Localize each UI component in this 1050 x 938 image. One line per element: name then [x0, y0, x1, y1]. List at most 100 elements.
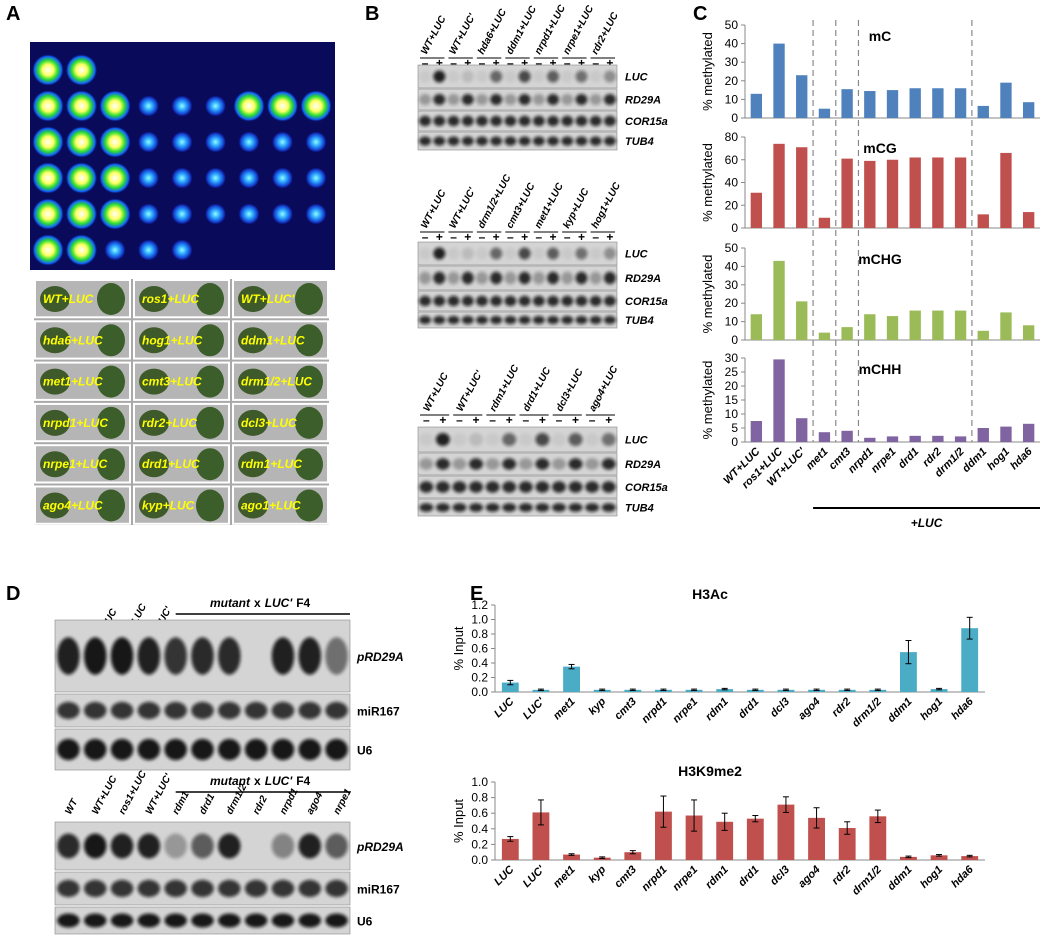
- y-tick-label: 0: [731, 333, 738, 347]
- blot-band: [551, 503, 566, 512]
- blot-band: [490, 247, 503, 260]
- leaf: [139, 451, 169, 478]
- x-tick-label: ago4: [796, 696, 823, 723]
- x-tick-label: hog1: [985, 446, 1012, 473]
- blot-band: [298, 913, 322, 928]
- leaf: [238, 451, 268, 478]
- treatment-sign: +: [578, 230, 585, 244]
- bar: [886, 436, 899, 442]
- leaf: [238, 286, 268, 312]
- blot-band: [191, 833, 214, 859]
- treatment-sign: –: [450, 56, 457, 70]
- blot-band: [518, 433, 533, 446]
- treatment-sign: –: [450, 230, 457, 244]
- group-label-part: LUC': [265, 774, 294, 788]
- blot-band: [191, 637, 214, 675]
- blot-band: [547, 295, 560, 307]
- x-tick-label: met1: [804, 446, 831, 473]
- y-tick-label: 0.6: [471, 642, 488, 656]
- y-tick-label: 80: [725, 130, 739, 144]
- luminescence-spot: [65, 126, 98, 158]
- luminescence-spot: [171, 95, 193, 117]
- y-tick-label: 0.4: [471, 822, 488, 836]
- blot-band: [433, 295, 446, 307]
- lane-header: rdr2+LUC: [590, 10, 622, 56]
- lane-header: hda6+LUC: [476, 7, 509, 57]
- blot-band: [589, 295, 602, 307]
- blot-band: [110, 637, 134, 675]
- lane-header: WT+LUC: [422, 371, 452, 414]
- leaf: [238, 492, 268, 519]
- blot-band: [433, 315, 446, 325]
- bar: [864, 91, 876, 118]
- blot-band: [137, 913, 161, 928]
- luminescence-spot: [99, 126, 131, 158]
- bar: [886, 159, 899, 228]
- luminescence-spot: [271, 203, 294, 225]
- blot-band: [490, 315, 503, 325]
- blot-band: [419, 247, 432, 260]
- blot-band: [532, 70, 545, 83]
- bar: [796, 301, 808, 340]
- blot-band: [601, 458, 616, 470]
- blot-row-label: COR15a: [625, 116, 668, 128]
- blot-row-label: COR15a: [625, 296, 668, 308]
- blot-band: [244, 913, 268, 928]
- blot-band: [585, 458, 600, 470]
- blot-band: [485, 503, 500, 512]
- subplot-title: H3K9me2: [678, 763, 742, 779]
- x-tick-label: kyp: [586, 863, 608, 885]
- leaf: [196, 324, 224, 357]
- y-tick-label: 0.8: [471, 791, 488, 805]
- leaf: [97, 489, 125, 522]
- leaf: [40, 492, 70, 519]
- bar: [930, 855, 948, 860]
- blot-band: [547, 94, 560, 105]
- treatment-sign: –: [489, 413, 496, 427]
- bar: [954, 157, 967, 228]
- blot-band: [57, 833, 80, 859]
- y-axis-label: % methylated: [700, 361, 715, 440]
- blot-band: [518, 247, 531, 260]
- bar: [932, 310, 944, 340]
- luminescence-spot: [32, 90, 64, 122]
- blot-band: [504, 247, 517, 260]
- blot-band: [603, 247, 616, 260]
- blot-band: [271, 637, 295, 675]
- blot-band: [447, 94, 460, 105]
- blot-band: [490, 295, 503, 307]
- blot-band: [325, 701, 348, 720]
- blot-band: [518, 503, 533, 512]
- blot-band: [469, 503, 484, 512]
- blot-band: [485, 433, 500, 446]
- x-tick-label: rdm1: [703, 696, 731, 724]
- bar: [864, 437, 876, 442]
- blot-band: [325, 879, 348, 898]
- blot-row-label: U6: [357, 915, 373, 929]
- blot-band: [502, 433, 517, 446]
- leaf: [196, 283, 224, 315]
- blot-band: [575, 295, 588, 307]
- blot-band: [435, 433, 450, 446]
- blot-band: [485, 481, 500, 493]
- blot-band: [57, 637, 80, 675]
- blot-band: [518, 115, 531, 127]
- blot-band: [568, 503, 583, 512]
- blot-band: [433, 247, 446, 260]
- x-tick-label: nrpe1: [869, 446, 899, 476]
- y-tick-label: 60: [725, 153, 739, 167]
- blot-band: [585, 503, 600, 512]
- blot-band: [83, 637, 107, 675]
- blot-band: [518, 315, 531, 325]
- treatment-sign: +: [464, 56, 471, 70]
- luminescence-spot: [305, 167, 327, 189]
- blot-band: [110, 833, 134, 859]
- blot-band: [475, 115, 488, 127]
- blot-row-label: LUC: [625, 249, 649, 261]
- leaf-label: nrpd1+LUC: [43, 416, 108, 430]
- blot-band: [561, 70, 574, 83]
- blot-band: [419, 115, 432, 127]
- bar: [841, 158, 853, 228]
- blot-band: [568, 458, 583, 470]
- blot-band: [271, 913, 295, 928]
